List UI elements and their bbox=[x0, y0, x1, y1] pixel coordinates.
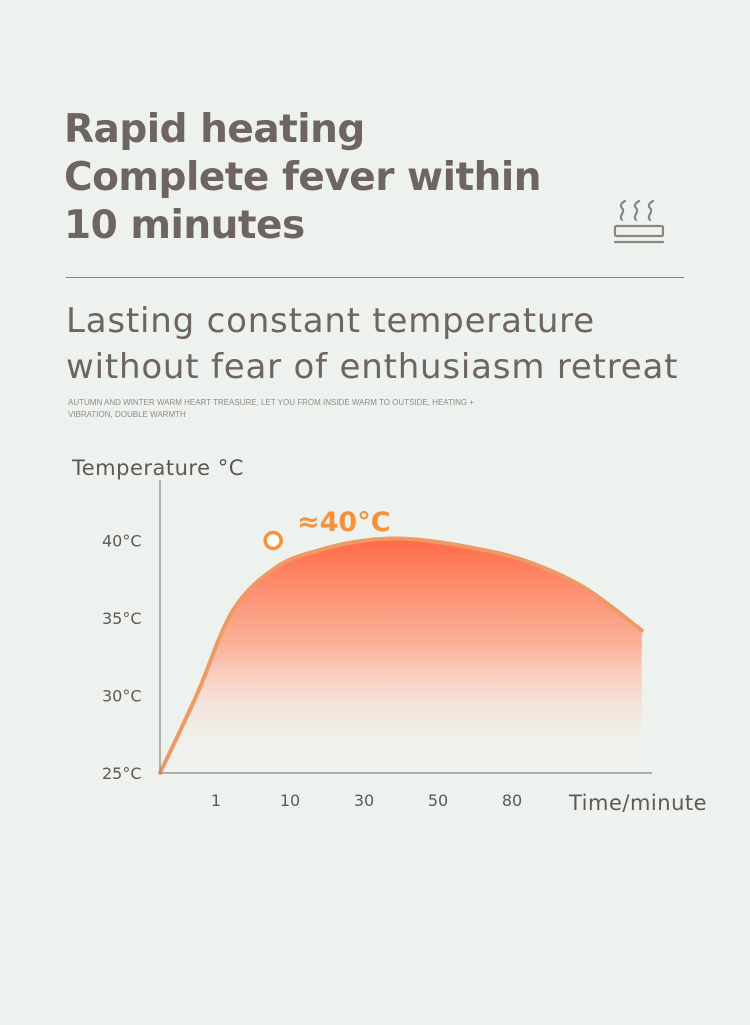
temperature-curve bbox=[158, 536, 644, 775]
y-tick-labels: 25°C 30°C 35°C 40°C bbox=[102, 532, 142, 784]
x-tick-label: 50 bbox=[428, 791, 448, 810]
temperature-chart: Temperature °C 25°C 30°C 35°C 40°C 1 10 30 50 8… bbox=[71, 456, 707, 815]
divider bbox=[66, 277, 684, 278]
x-tick-label: 30 bbox=[354, 791, 374, 810]
headline: Rapid heating Complete fever within 10 m… bbox=[64, 106, 542, 250]
x-tick-label: 1 bbox=[211, 791, 221, 810]
fineprint: AUTUMN AND WINTER WARM HEART TREASURE, L… bbox=[68, 398, 475, 419]
y-tick-label: 40°C bbox=[102, 532, 142, 551]
subheadline-line-2: without fear of enthusiasm retreat bbox=[66, 347, 679, 387]
headline-line-1: Rapid heating bbox=[64, 107, 365, 152]
subheadline-line-1: Lasting constant temperature bbox=[66, 301, 595, 341]
x-tick-labels: 1 10 30 50 80 bbox=[211, 791, 522, 810]
y-axis-label: Temperature °C bbox=[71, 456, 244, 480]
x-axis-label: Time/minute bbox=[568, 791, 707, 815]
peak-marker bbox=[263, 530, 283, 551]
headline-line-2: Complete fever within bbox=[64, 155, 542, 200]
temperature-area-fill bbox=[160, 538, 642, 773]
y-tick-label: 35°C bbox=[102, 609, 142, 628]
peak-annotation: ≈40°C bbox=[297, 507, 391, 538]
x-tick-label: 10 bbox=[280, 791, 300, 810]
steam-heat-icon bbox=[613, 200, 665, 244]
x-tick-label: 80 bbox=[502, 791, 522, 810]
y-tick-label: 30°C bbox=[102, 687, 142, 706]
y-tick-label: 25°C bbox=[102, 764, 142, 783]
headline-line-3: 10 minutes bbox=[64, 203, 305, 248]
subheadline: Lasting constant temperature without fea… bbox=[66, 298, 678, 390]
